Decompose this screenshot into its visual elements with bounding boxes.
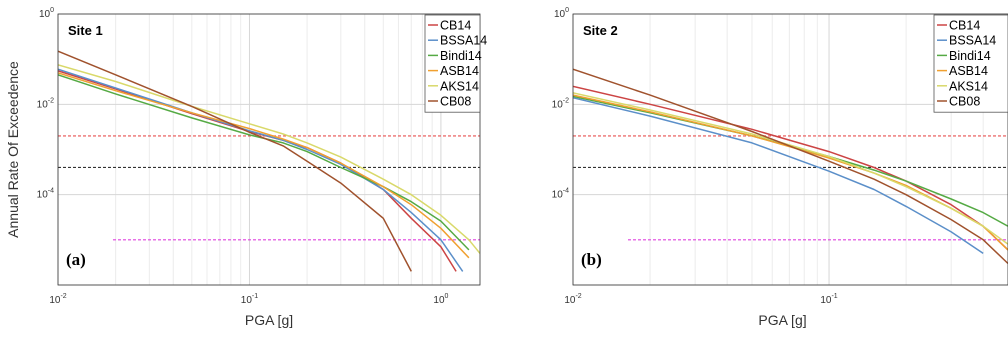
y-tick-label: 100 [39, 7, 54, 20]
series-line-bssa14 [573, 96, 984, 255]
series-line-asb14 [58, 72, 470, 259]
y-tick-label: 10-2 [37, 97, 54, 110]
axes-frame [57, 13, 481, 286]
series-line-bssa14 [58, 68, 464, 272]
y-tick-label: 10-2 [552, 97, 569, 110]
legend-box [424, 14, 481, 113]
x-tick-label: 10-2 [49, 293, 66, 306]
y-tick-label: 10-4 [552, 188, 569, 201]
x-tick-label: 100 [433, 293, 448, 306]
panel-a: 10-2 10-1 100 10-4 10-2 100 PGA [g] Annual Rate… [5, 7, 487, 328]
legend-entry-bssa14: BSSA14 [440, 34, 487, 48]
y-tick-label: 10-4 [37, 188, 54, 201]
axes-frame [572, 13, 1008, 286]
x-axis-label: PGA [g] [245, 312, 293, 328]
legend-entry-cb14: CB14 [949, 19, 980, 33]
legend-entry-asb14: ASB14 [440, 64, 479, 78]
legend-entry-cb08: CB08 [949, 95, 980, 109]
legend-box [933, 14, 1008, 113]
plot-area [58, 14, 480, 285]
series-line-cb08 [58, 50, 412, 272]
site-title: Site 1 [68, 23, 103, 38]
series-line-aks14 [573, 92, 1008, 245]
x-axis-label: PGA [g] [758, 312, 806, 328]
legend-entry-bssa14: BSSA14 [949, 34, 996, 48]
panel-label: (a) [66, 250, 86, 269]
y-tick-label: 100 [554, 7, 569, 20]
legend-entry-bindi14: Bindi14 [949, 49, 991, 63]
panel-label: (b) [581, 250, 602, 269]
site-title: Site 2 [583, 23, 618, 38]
x-tick-label: 10-1 [820, 293, 837, 306]
legend-entry-aks14: AKS14 [949, 79, 988, 93]
x-tick-label: 10-2 [564, 293, 581, 306]
y-axis-label: Annual Rate Of Exceedence [5, 61, 21, 238]
series-line-cb08 [573, 68, 1008, 265]
series-line-aks14 [58, 64, 480, 254]
legend-entry-asb14: ASB14 [949, 64, 988, 78]
series-line-cb14 [573, 85, 1008, 251]
legend-entry-bindi14: Bindi14 [440, 49, 482, 63]
legend-entry-cb08: CB08 [440, 95, 471, 109]
legend-entry-cb14: CB14 [440, 19, 471, 33]
series-line-bindi14 [58, 74, 470, 251]
x-tick-label: 10-1 [241, 293, 258, 306]
legend-entry-aks14: AKS14 [440, 79, 479, 93]
